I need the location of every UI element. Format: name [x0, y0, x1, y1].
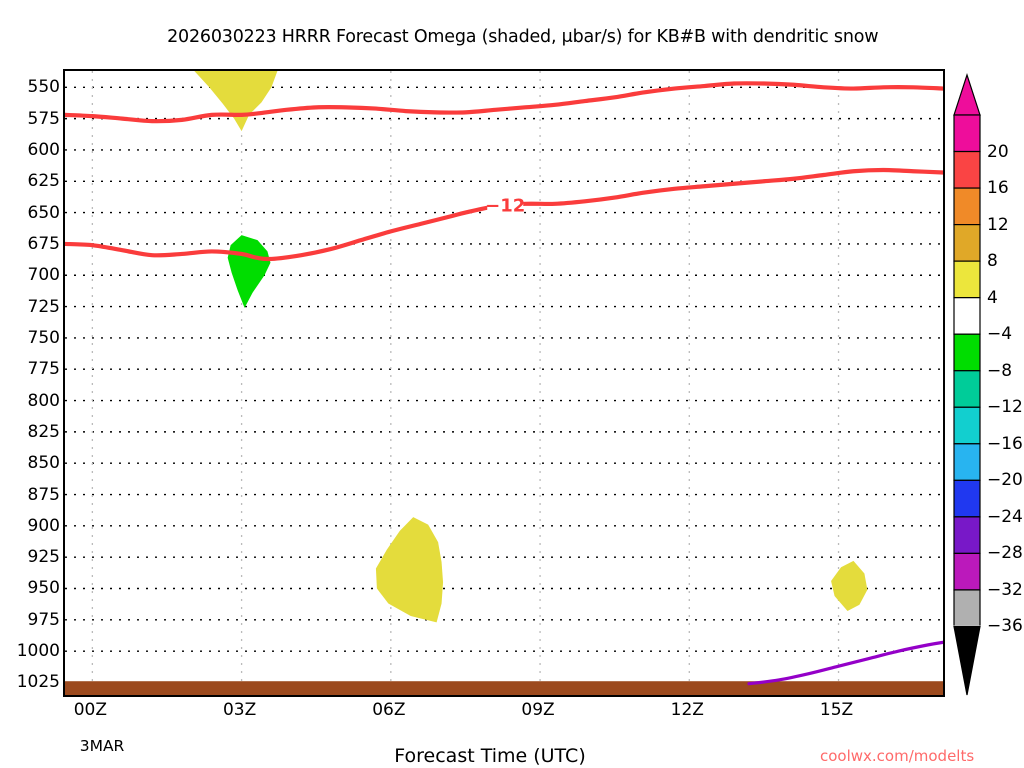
y-axis-tick-label: 700	[27, 265, 60, 286]
colorbar-band	[953, 187, 981, 226]
omega-yellow-small-blob	[831, 560, 868, 612]
watermark: coolwx.com/modelts	[820, 747, 975, 765]
chart-title-line1: 2026030223 HRRR Forecast Omega (shaded, …	[167, 27, 879, 47]
x-axis-title: Forecast Time (UTC)	[394, 745, 586, 767]
surface-terrain	[65, 681, 943, 695]
freezing_level_contour-path	[747, 640, 943, 686]
colorbar-band	[953, 552, 981, 591]
colorbar-tick-label: −4	[987, 324, 1013, 345]
x-axis-tick-label: 03Z	[222, 700, 257, 720]
x-axis-tick-label: 12Z	[670, 700, 704, 720]
y-axis-tick-label: 650	[27, 202, 60, 223]
colorbar-tick-label: −12	[987, 397, 1023, 418]
y-axis-tick-label: 975	[27, 609, 60, 630]
colorbar-tick-label: 20	[987, 141, 1009, 162]
colorbar-tick-label: −8	[987, 360, 1013, 381]
colorbar-top-arrow	[953, 73, 981, 116]
dgz_lower_contour-path	[65, 167, 943, 262]
x-axis-tick-label: 00Z	[73, 700, 107, 720]
x-axis-tick-label: 15Z	[819, 700, 854, 720]
plot-svg: −12	[65, 71, 943, 695]
y-axis-tick-label: 600	[27, 139, 60, 160]
colorbar-band	[953, 224, 981, 262]
colorbar-tick-label: −28	[987, 543, 1023, 564]
contour-label: −12	[485, 195, 525, 216]
x-axis-date-label: 3MAR 2026	[60, 719, 125, 768]
colorbar-band	[953, 333, 981, 372]
colorbar-tick-label: −24	[987, 506, 1023, 527]
y-axis-tick-label: 550	[27, 77, 60, 98]
y-axis-tick-label: 925	[27, 547, 60, 568]
y-axis-tick-label: 675	[27, 233, 60, 254]
y-axis-tick-label: 1000	[16, 641, 60, 662]
omega-yellow-upper-wedge	[194, 71, 278, 132]
omega-yellow-lower-blob	[375, 517, 444, 623]
colorbar-tick-label: 12	[987, 214, 1009, 235]
y-axis-tick-label: 950	[27, 578, 60, 599]
freezing_level_contour	[747, 640, 943, 686]
colorbar-svg	[953, 73, 981, 696]
colorbar-tick-label: −16	[987, 433, 1023, 454]
y-axis-tick-label: 825	[27, 421, 60, 442]
y-axis-tick-label: 800	[27, 390, 60, 411]
x-axis-labels: 00Z 03Z 06Z 09Z 12Z 15Z	[63, 700, 945, 730]
y-axis-tick-label: 775	[27, 359, 60, 380]
y-axis-tick-label: 850	[27, 453, 60, 474]
colorbar-band	[953, 516, 981, 555]
colorbar-band	[953, 443, 981, 481]
colorbar-tick-label: −36	[987, 616, 1023, 637]
colorbar-tick-label: −32	[987, 579, 1023, 600]
dgz_lower_contour: −12	[65, 167, 943, 262]
colorbar-band	[953, 589, 981, 628]
colorbar-bottom-arrow	[953, 625, 981, 696]
y-axis-tick-label: 900	[27, 515, 60, 536]
colorbar-tick-label: 4	[987, 287, 998, 308]
colorbar-tick-label: 8	[987, 251, 998, 272]
x-axis-tick-label: 06Z	[372, 700, 406, 720]
dgz_upper_contour	[65, 81, 943, 124]
plot-area: −12	[63, 69, 945, 697]
omega-green-blob	[227, 235, 271, 308]
dgz_upper_contour-path	[65, 81, 943, 124]
colorbar-band	[953, 260, 981, 299]
colorbar-tick-label: −20	[987, 470, 1023, 491]
y-axis-tick-label: 725	[27, 296, 60, 317]
y-axis-tick-label: 625	[27, 171, 60, 192]
colorbar: 20 16 12 8 4 −4 −8 −12 −16 −20 −24 −28 −32 −36	[952, 69, 1024, 709]
y-axis-tick-label: 875	[27, 484, 60, 505]
colorbar-band	[953, 114, 981, 153]
colorbar-band	[953, 370, 981, 408]
x-axis-tick-label: 09Z	[521, 700, 555, 720]
y-axis-tick-label: 750	[27, 327, 60, 348]
y-axis-labels: 550 575 600 625 650 675 700 725 750 775 800 825 850 8…	[0, 69, 60, 697]
contour-label-background	[487, 195, 524, 216]
y-axis-tick-label: 1025	[16, 672, 60, 693]
colorbar-band	[953, 150, 981, 189]
colorbar-band	[953, 479, 981, 518]
colorbar-tick-label: 16	[987, 178, 1009, 199]
date-line1: 3MAR	[79, 737, 125, 755]
colorbar-band	[953, 297, 981, 335]
colorbar-band	[953, 406, 981, 445]
y-axis-tick-label: 575	[27, 108, 60, 129]
